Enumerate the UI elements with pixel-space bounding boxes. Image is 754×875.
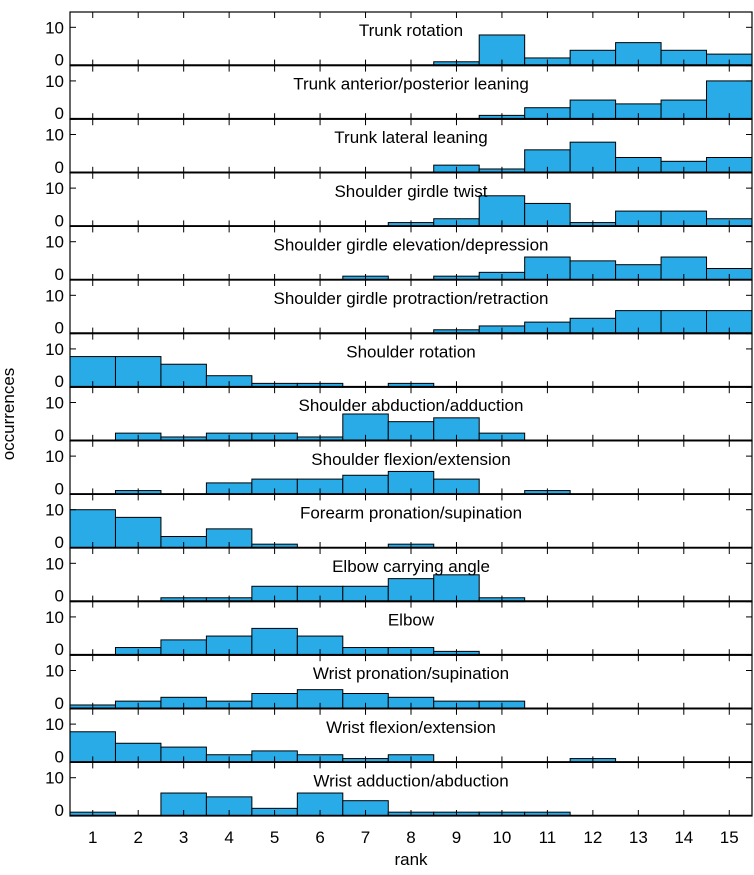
panel-title: Shoulder rotation	[346, 343, 475, 362]
panel-title: Forearm pronation/supination	[300, 503, 522, 522]
panel: 0 10 Trunk rotation	[45, 11, 753, 70]
y-tick-label: 10	[45, 715, 64, 734]
y-tick-label: 10	[45, 18, 64, 37]
y-tick-label: 0	[55, 640, 64, 659]
panel: 0 10 Wrist flexion/extension	[45, 708, 753, 766]
y-tick-label: 0	[55, 265, 64, 284]
y-tick-label: 0	[55, 479, 64, 498]
x-tick-label: 11	[539, 828, 557, 847]
panel-title: Elbow carrying angle	[332, 557, 490, 576]
panels-layer: 0 10 Trunk rotation 0 10 Trunk anterior/poste…	[45, 11, 753, 820]
y-tick-label: 0	[55, 319, 64, 338]
y-tick-label: 10	[45, 340, 64, 359]
x-axis: 1 2 3 4 5 6 7 8 9 10 11 12 13 14 15	[88, 828, 739, 847]
x-tick-label: 5	[270, 828, 279, 847]
y-tick-label: 0	[55, 51, 64, 70]
panel: 0 10 Shoulder rotation	[45, 333, 753, 391]
x-tick-label: 4	[224, 828, 233, 847]
panel: 0 10 Elbow	[45, 600, 753, 659]
y-tick-label: 0	[55, 104, 64, 123]
panel: 0 10 Shoulder flexion/extension	[45, 440, 753, 498]
y-tick-label: 0	[55, 426, 64, 445]
x-axis-label: rank	[394, 850, 428, 869]
panel-title: Shoulder girdle elevation/depression	[273, 235, 548, 254]
y-tick-label: 10	[45, 179, 64, 198]
panel: 0 10 Shoulder girdle elevation/depression	[45, 225, 753, 284]
y-tick-label: 0	[55, 533, 64, 552]
panel: 0 10 Wrist pronation/supination	[45, 654, 753, 713]
panel: 0 10 Trunk anterior/posterior leaning	[45, 64, 753, 123]
panel: 0 10 Trunk lateral leaning	[45, 118, 753, 177]
panel: 0 10 Forearm pronation/supination	[45, 493, 753, 552]
y-tick-label: 10	[45, 233, 64, 252]
y-tick-label: 10	[45, 286, 64, 305]
panel-title: Wrist flexion/extension	[326, 718, 496, 737]
y-tick-label: 0	[55, 372, 64, 391]
y-tick-label: 10	[45, 447, 64, 466]
panel: 0 10 Shoulder girdle protraction/retractio…	[45, 279, 753, 338]
panel-title: Shoulder girdle protraction/retraction	[274, 289, 549, 308]
x-tick-label: 12	[583, 828, 602, 847]
y-tick-label: 0	[55, 694, 64, 713]
panel: 0 10 Shoulder abduction/adduction	[45, 386, 753, 445]
y-tick-label: 0	[55, 747, 64, 766]
y-tick-label: 0	[55, 587, 64, 606]
x-tick-label: 14	[674, 828, 693, 847]
panel-title: Wrist pronation/supination	[313, 664, 509, 683]
y-tick-label: 10	[45, 501, 64, 520]
x-tick-label: 3	[179, 828, 188, 847]
x-tick-label: 7	[361, 828, 370, 847]
panel-title: Shoulder girdle twist	[334, 182, 487, 201]
panel: 0 10 Wrist adduction/abduction	[45, 761, 753, 820]
bar	[69, 509, 116, 549]
panel-title: Shoulder flexion/extension	[311, 450, 510, 469]
y-tick-label: 10	[45, 608, 64, 627]
y-tick-label: 0	[55, 801, 64, 820]
panel: 0 10 Elbow carrying angle	[45, 547, 753, 606]
x-tick-label: 9	[452, 828, 461, 847]
x-tick-label: 13	[629, 828, 648, 847]
panel: 0 10 Shoulder girdle twist	[45, 172, 753, 230]
x-tick-label: 8	[406, 828, 415, 847]
y-tick-label: 10	[45, 72, 64, 91]
x-tick-label: 10	[492, 828, 511, 847]
x-tick-label: 6	[315, 828, 324, 847]
x-tick-label: 1	[88, 828, 97, 847]
y-tick-label: 10	[45, 662, 64, 681]
y-tick-label: 0	[55, 211, 64, 230]
y-tick-label: 10	[45, 126, 64, 145]
y-tick-label: 10	[45, 554, 64, 573]
panel-title: Wrist adduction/abduction	[313, 771, 508, 790]
panel-title: Trunk rotation	[359, 21, 463, 40]
panel-title: Trunk lateral leaning	[334, 128, 487, 147]
panel-title: Shoulder abduction/adduction	[299, 396, 524, 415]
x-tick-label: 2	[133, 828, 142, 847]
y-tick-label: 10	[45, 394, 64, 413]
y-axis-label: occurrences	[0, 368, 18, 461]
y-tick-label: 0	[55, 158, 64, 177]
y-tick-label: 10	[45, 769, 64, 788]
bar	[478, 34, 526, 67]
x-tick-label: 15	[720, 828, 739, 847]
panel-title: Trunk anterior/posterior leaning	[293, 75, 529, 94]
panel-title: Elbow	[388, 611, 435, 630]
